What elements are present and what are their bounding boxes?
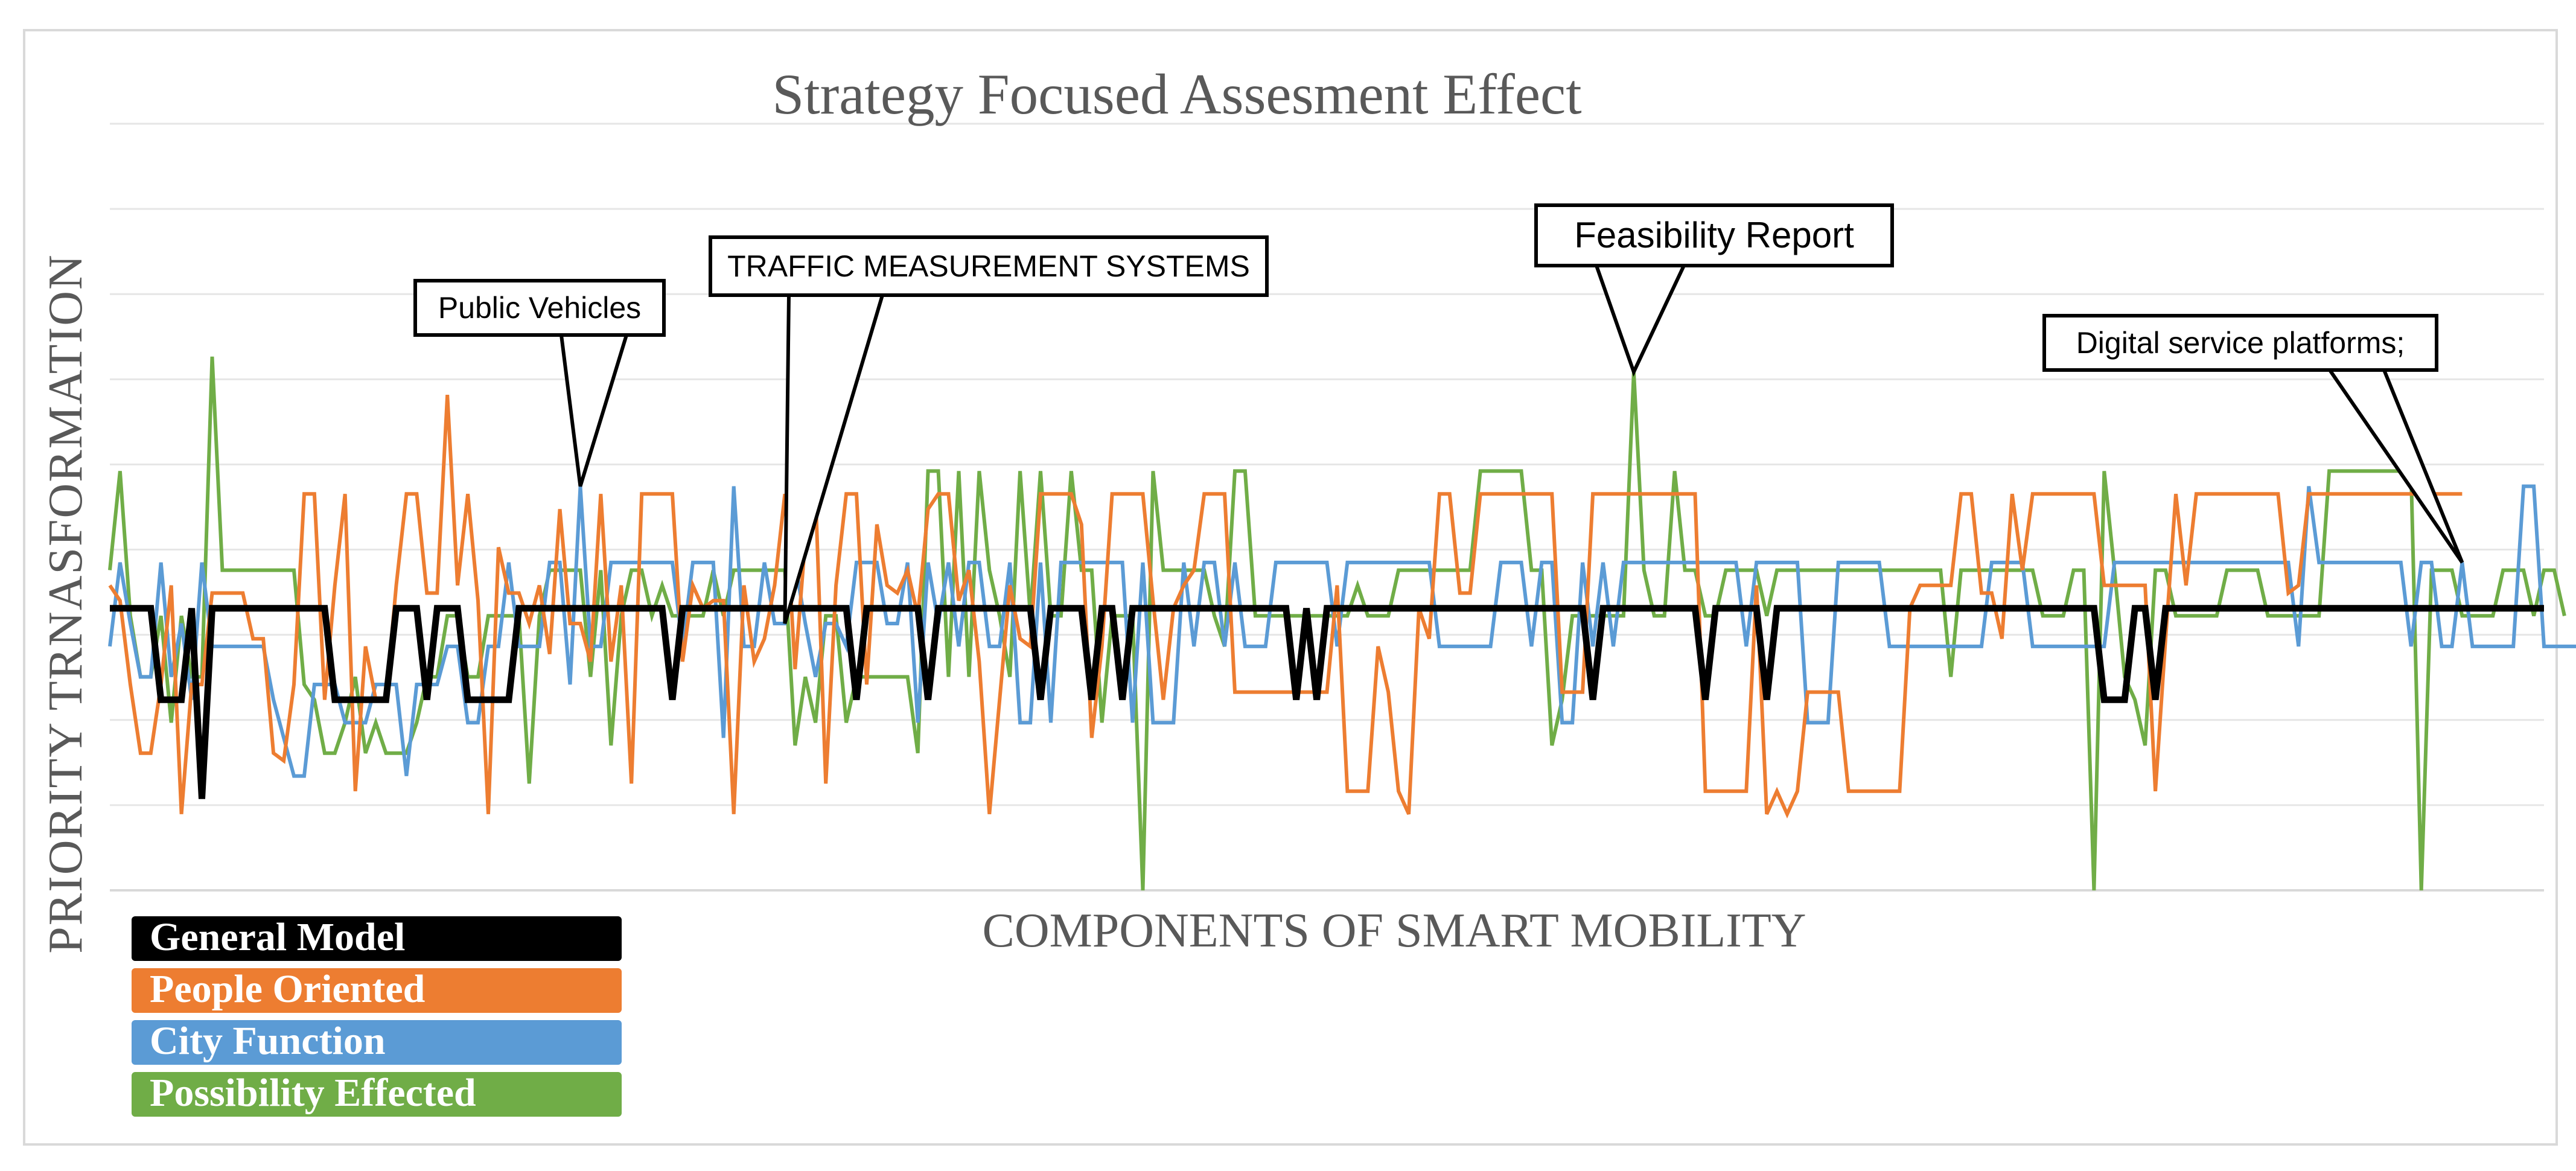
- series-lines: [108, 356, 2576, 891]
- x-axis-label: COMPONENTS OF SMART MOBILITY: [983, 904, 1806, 957]
- series-line-general-model: [110, 605, 2544, 799]
- legend-swatch-city-function: [132, 1020, 622, 1065]
- callout-pointer: [2328, 369, 2464, 564]
- legend-swatch-possibility-effected: [132, 1072, 622, 1117]
- legend: General Model People Oriented City Functio…: [132, 915, 622, 1117]
- annotations: Public Vehicles TRAFFIC MEASUREMENT SYSTE…: [413, 203, 2464, 624]
- series-line-people-oriented: [108, 394, 2463, 819]
- callout-box: [1534, 203, 1894, 267]
- callout-pointer: [560, 334, 628, 487]
- chart-title: Strategy Focused Assesment Effect: [772, 62, 1581, 126]
- legend-label: People Oriented: [150, 967, 425, 1011]
- legend-label: Possibility Effected: [150, 1071, 476, 1115]
- callout-label: Digital service platforms;: [2076, 326, 2405, 360]
- callout-box: [2042, 314, 2438, 372]
- legend-label: General Model: [150, 915, 405, 959]
- y-axis-label: PRIORITY TRNASFORMATION: [39, 254, 92, 953]
- callout-box: [709, 235, 1269, 297]
- series-line-city-function: [108, 484, 2576, 778]
- legend-label: City Function: [150, 1019, 386, 1063]
- callout-pointer: [783, 295, 884, 624]
- callout-label: Feasibility Report: [1574, 215, 1854, 255]
- callout-label: Public Vehicles: [438, 291, 641, 325]
- legend-swatch-people-oriented: [132, 968, 622, 1013]
- callout-box: [413, 279, 666, 337]
- callout-label: TRAFFIC MEASUREMENT SYSTEMS: [727, 249, 1250, 283]
- callout-pointer: [1595, 264, 1686, 377]
- legend-swatch-general-model: [132, 916, 622, 961]
